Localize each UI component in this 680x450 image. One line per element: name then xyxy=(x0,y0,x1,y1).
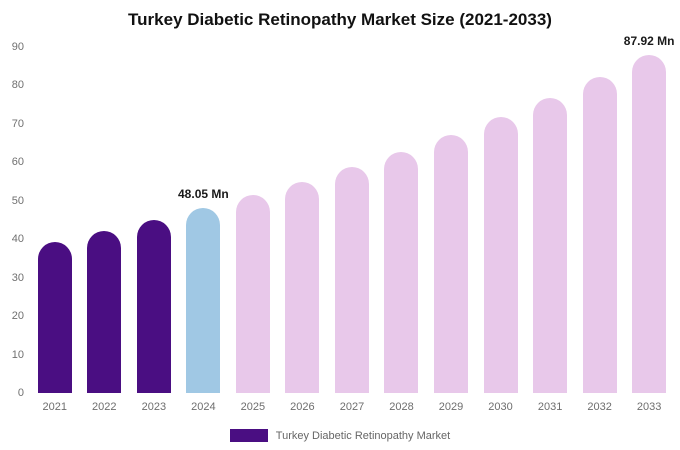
x-tick-2021: 2021 xyxy=(42,401,68,413)
bar-column-2029: 2029 xyxy=(426,47,476,413)
bar-2028 xyxy=(384,151,419,393)
y-axis: 0 10 20 30 40 50 60 70 80 90 xyxy=(0,41,26,399)
data-label-2033: 87.92 Mn xyxy=(623,34,675,48)
bar-2030 xyxy=(483,116,518,393)
bar-column-2028: 2028 xyxy=(377,47,427,413)
x-tick-2026: 2026 xyxy=(290,401,315,413)
x-tick-2031: 2031 xyxy=(537,401,563,413)
bar-2024 xyxy=(186,208,221,393)
bar-column-2026: 2026 xyxy=(278,47,328,413)
bar-2033 xyxy=(632,55,667,393)
bar-2032 xyxy=(582,77,617,393)
plot-area: 2021 2022 2023 48.05 Mn 2024 2025 2026 2027 2028… xyxy=(30,34,675,413)
x-tick-2027: 2027 xyxy=(339,401,365,413)
bar-2023 xyxy=(136,220,171,393)
bar-column-2032: 2032 xyxy=(575,47,625,413)
bar-2025 xyxy=(235,195,270,393)
y-tick-70: 70 xyxy=(11,117,24,130)
x-tick-2028: 2028 xyxy=(389,401,414,413)
bar-column-2022: 2022 xyxy=(80,47,130,413)
x-tick-2029: 2029 xyxy=(438,401,464,413)
bar-2026 xyxy=(285,181,320,393)
bar-column-2030: 2030 xyxy=(476,47,526,413)
x-tick-2025: 2025 xyxy=(240,401,266,413)
bar-column-2031: 2031 xyxy=(525,47,575,413)
legend-label: Turkey Diabetic Retinopathy Market xyxy=(275,429,451,442)
y-tick-40: 40 xyxy=(11,233,24,246)
x-tick-2024: 2024 xyxy=(191,401,216,413)
bar-2031 xyxy=(533,97,568,393)
y-tick-20: 20 xyxy=(11,310,24,323)
x-tick-2032: 2032 xyxy=(587,401,612,413)
bar-column-2027: 2027 xyxy=(327,47,377,413)
x-tick-2022: 2022 xyxy=(92,401,117,413)
chart-legend: Turkey Diabetic Retinopathy Market xyxy=(0,429,680,442)
x-tick-2033: 2033 xyxy=(636,401,662,413)
chart-title: Turkey Diabetic Retinopathy Market Size … xyxy=(128,10,552,29)
data-label-2024: 48.05 Mn xyxy=(178,187,229,202)
bar-column-2025: 2025 xyxy=(228,47,278,413)
legend-swatch xyxy=(229,429,268,442)
x-tick-2030: 2030 xyxy=(488,401,513,413)
y-tick-0: 0 xyxy=(17,387,24,399)
bar-2022 xyxy=(87,231,122,393)
y-tick-60: 60 xyxy=(11,156,24,169)
y-tick-90: 90 xyxy=(11,41,24,53)
y-tick-50: 50 xyxy=(11,194,24,207)
x-tick-2023: 2023 xyxy=(141,401,167,413)
y-tick-30: 30 xyxy=(11,271,24,284)
bar-2021 xyxy=(37,241,72,393)
bar-2027 xyxy=(334,167,369,393)
bar-column-2024: 48.05 Mn 2024 xyxy=(178,47,229,413)
bar-column-2033: 87.92 Mn 2033 xyxy=(624,34,675,413)
bar-column-2023: 2023 xyxy=(129,47,179,413)
y-tick-10: 10 xyxy=(11,348,24,361)
y-tick-80: 80 xyxy=(11,79,24,92)
bar-2029 xyxy=(434,134,469,393)
bar-column-2021: 2021 xyxy=(30,47,80,413)
